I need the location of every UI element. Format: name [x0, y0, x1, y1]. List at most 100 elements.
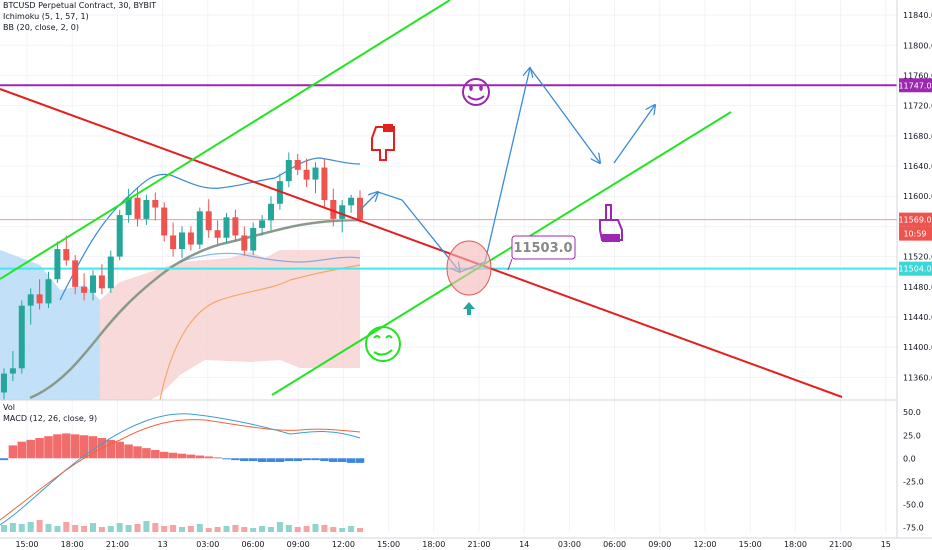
macd-histogram-bar: [311, 458, 320, 461]
time-tick-label: 15: [881, 540, 891, 549]
green-upper-channel: [0, 0, 451, 280]
candle-body: [259, 220, 266, 228]
macd-histogram-bar: [151, 449, 160, 459]
candle-body: [116, 215, 123, 257]
volume-bar: [18, 524, 25, 532]
time-tick-label: 15:00: [739, 540, 762, 549]
volume-bar: [9, 523, 16, 532]
candle-body: [54, 249, 61, 280]
volume-bar: [187, 526, 194, 532]
price-tick-label: 11360.0: [903, 373, 932, 382]
forecast-arrow: [544, 87, 600, 163]
green-face-icon: [365, 326, 401, 362]
macd-tick-label: 0.0: [903, 454, 916, 463]
target-circle: [446, 240, 492, 296]
candle-body: [214, 230, 221, 238]
candle-body: [294, 160, 301, 170]
macd-tick-label: -75.0: [903, 523, 924, 532]
macd-histogram-bar: [44, 436, 53, 459]
candle-body: [223, 217, 230, 238]
last-price-label: 11569.0: [898, 212, 932, 227]
vol-legend: Vol: [3, 403, 15, 412]
candle-body: [303, 169, 310, 180]
candle-body: [339, 205, 346, 219]
up-arrow-marker: [463, 302, 475, 315]
volume-bar: [179, 527, 185, 532]
candle-body: [72, 260, 79, 287]
macd-histogram-bar: [124, 444, 133, 459]
volume-bar: [170, 525, 177, 532]
candles: [1, 152, 363, 400]
macd-histogram-bar: [26, 439, 35, 459]
volume-bar: [232, 525, 239, 532]
volume-bar: [161, 526, 168, 532]
volume-bar: [1, 525, 7, 532]
candle-body: [205, 211, 212, 231]
candle-body: [45, 279, 52, 304]
macd-histogram-bar: [35, 438, 44, 459]
volume-bar: [143, 521, 150, 532]
macd-histogram-bar: [240, 458, 249, 462]
emoji-annotations: [365, 78, 623, 362]
annotation-text: 11503.0: [513, 241, 572, 256]
annotation-pointer: [507, 258, 513, 271]
candle-body: [98, 275, 105, 289]
time-tick-label: 18:00: [784, 540, 807, 549]
price-tick-label: 11760.0: [903, 71, 932, 80]
macd-histogram-bar: [88, 436, 98, 459]
countdown-label: 10:59: [899, 226, 932, 241]
macd-histogram-bar: [17, 441, 27, 459]
candle-body: [285, 160, 292, 182]
macd-line: [0, 413, 361, 526]
price-tick-label: 11600.0: [903, 192, 932, 201]
candle-body: [187, 232, 194, 245]
volume-bar: [134, 524, 141, 532]
time-tick-label: 03:00: [196, 540, 219, 549]
volume-bar: [54, 526, 61, 532]
time-tick-label: 15:00: [377, 540, 400, 549]
macd-histogram-bar: [355, 458, 365, 463]
cyan-level-label: 11504.0: [898, 261, 932, 276]
time-tick-label: 06:00: [241, 540, 264, 549]
macd-histogram-bar: [275, 458, 285, 462]
candle-body: [143, 200, 150, 219]
price-tick-label: 11640.0: [903, 162, 932, 171]
macd-histogram-bar: [195, 455, 205, 459]
signal-line: [0, 419, 361, 521]
volume-bar: [268, 527, 274, 532]
volume-bar: [285, 525, 292, 532]
macd-histogram-bar: [115, 441, 124, 459]
candle-body: [90, 275, 96, 293]
macd-histogram-bar: [293, 458, 302, 462]
macd-legend: MACD (12, 26, close, 9): [3, 414, 98, 423]
macd-histogram-bar: [346, 458, 356, 463]
volume-bar: [348, 526, 355, 532]
volume-bar: [116, 523, 123, 532]
time-tick-label: 06:00: [603, 540, 626, 549]
candle-body: [196, 211, 203, 245]
price-tick-label: 11440.0: [903, 313, 932, 322]
time-tick-label: 21:00: [829, 540, 852, 549]
green-lower-channel: [271, 111, 732, 396]
volume-bar: [125, 525, 132, 532]
ichimoku-legend: Ichimoku (5, 1, 57, 1): [3, 12, 89, 21]
macd-histogram-bar: [79, 435, 89, 459]
candle-body: [321, 167, 328, 200]
forecast-arrows: 11503.0: [359, 67, 655, 315]
annotation-box: [511, 235, 576, 260]
volume-bar: [45, 524, 52, 532]
forecast-arrow: [529, 67, 546, 89]
bb-lower: [179, 252, 361, 263]
volume-bar: [241, 527, 248, 532]
price-tick-label: 11840.0: [903, 11, 932, 20]
macd-histogram-bar: [70, 434, 80, 459]
macd-histogram-bar: [159, 451, 169, 459]
volume-bar: [250, 528, 257, 532]
svg-text:11504.0: 11504.0: [898, 265, 931, 274]
volume-bar: [214, 527, 221, 532]
bb-upper: [59, 157, 361, 301]
macd-histogram-bar: [62, 433, 71, 459]
macd-histogram-bar: [302, 458, 311, 461]
bb-middle: [29, 218, 361, 400]
